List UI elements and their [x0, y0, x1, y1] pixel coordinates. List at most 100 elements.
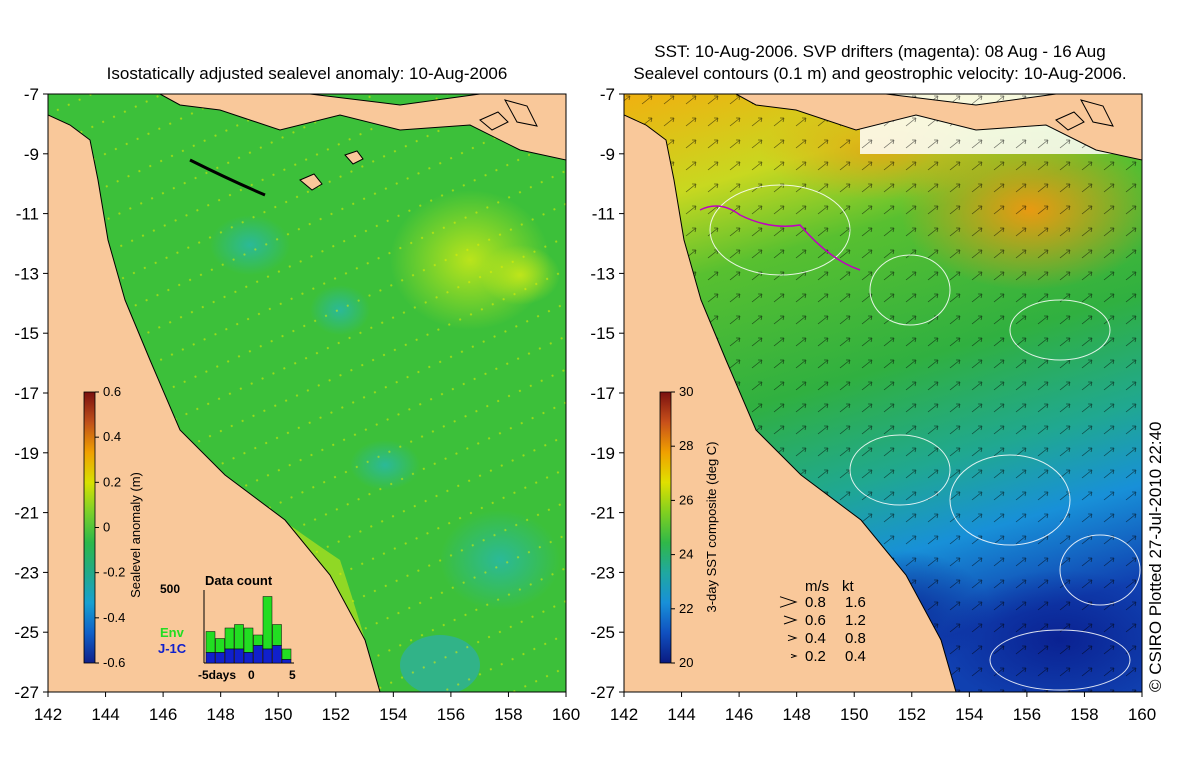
- left-lat-label: -23: [14, 563, 39, 582]
- right-lat-label: -25: [590, 623, 615, 642]
- velocity-legend-header-ms: m/s: [805, 578, 829, 595]
- left-lon-label: 144: [91, 705, 119, 724]
- right-colorbar: 30 28 26 24 22 20 3-day SST composite (deg C): [659, 384, 719, 670]
- right-lat-label: -21: [590, 504, 615, 523]
- data-count-inset: Data count 500 -5days 0 5 Env J-1C: [158, 573, 296, 682]
- sla-colorbar-ramp: [83, 391, 96, 664]
- sla-colorbar-tick-label: 0.4: [103, 429, 121, 444]
- left-lon-label: 158: [494, 705, 522, 724]
- left-lat-label: -21: [14, 504, 39, 523]
- data-count-xlabel-end: 5: [289, 668, 296, 682]
- sla-colorbar-tick-label: 0: [103, 520, 110, 535]
- sla-colorbar-label: Sealevel anomaly (m): [128, 472, 143, 598]
- data-count-bar-j1c: [205, 652, 216, 664]
- velocity-legend-kt: 1.6: [845, 594, 866, 611]
- data-count-bar-j1c: [253, 645, 263, 664]
- sst-colorbar-tick-label: 28: [679, 438, 693, 453]
- left-lat-label: -27: [14, 683, 39, 702]
- left-map-title: Isostatically adjusted sealevel anomaly:…: [106, 64, 508, 83]
- velocity-legend-ms: 0.6: [805, 612, 826, 629]
- left-lat-label: -11: [16, 205, 39, 224]
- data-count-bar-env: [281, 648, 292, 660]
- velocity-legend-header-kt: kt: [842, 578, 855, 595]
- sla-colorbar-tick-label: 0.6: [103, 384, 121, 399]
- right-lat-label: -19: [590, 444, 615, 463]
- right-map-title-line2: Sealevel contours (0.1 m) and geostrophi…: [633, 64, 1127, 83]
- right-lon-label: 150: [840, 705, 868, 724]
- sla-colorbar-tick-label: -0.6: [103, 655, 125, 670]
- sla-colorbar-tick-label: -0.4: [103, 610, 125, 625]
- right-map: [624, 94, 1142, 692]
- map-axes: -7 -9 -11 -13 -15 -17 -19 -21 -23 -25 -27 142 144 146…: [14, 85, 1156, 724]
- velocity-legend: m/s kt 0.8 1.60.6 1.20.4 0.80.2 0.4: [779, 578, 866, 665]
- left-lon-label: 154: [379, 705, 407, 724]
- legend-j1c: J-1C: [158, 641, 187, 656]
- sst-colorbar-tick-label: 30: [679, 384, 693, 399]
- left-colorbar: 0.6 0.4 0.2 0 -0.2 -0.4 -0.6 Sealevel anomaly …: [83, 384, 143, 670]
- legend-env: Env: [160, 625, 185, 640]
- data-count-ymax: 500: [160, 582, 180, 596]
- left-map: [48, 94, 566, 692]
- right-lat-label: -17: [590, 384, 615, 403]
- left-lon-label: 142: [34, 705, 62, 724]
- right-lat-label: -27: [590, 683, 615, 702]
- australia-land-right: [624, 94, 957, 692]
- sst-colorbar-tick-label: 26: [679, 492, 693, 507]
- velocity-legend-ms: 0.4: [805, 630, 826, 647]
- sst-colorbar-label: 3-day SST composite (deg C): [704, 442, 719, 613]
- left-lat-label: -19: [14, 444, 39, 463]
- islands-left: [189, 158, 266, 197]
- svp-drifter-tracks: [699, 205, 861, 271]
- papua-land-left: [159, 94, 566, 161]
- left-lat-label: -15: [14, 324, 39, 343]
- papua-land-right: [735, 94, 1142, 161]
- right-lat-label: -11: [592, 205, 615, 224]
- right-lat-label: -13: [590, 264, 615, 283]
- velocity-legend-ms: 0.8: [805, 594, 826, 611]
- sst-colorbar-tick-label: 20: [679, 655, 693, 670]
- left-lon-label: 148: [206, 705, 234, 724]
- velocity-arrow-icon: [783, 615, 798, 625]
- sst-colorbar-ticks: 30 28 26 24 22 20: [671, 384, 693, 670]
- data-count-xlabel-zero: 0: [248, 668, 255, 682]
- data-count-bar-env: [205, 631, 216, 653]
- data-count-bars: [205, 596, 292, 664]
- small-islands-left: [299, 99, 538, 191]
- velocity-legend-ms: 0.2: [805, 648, 826, 665]
- left-lon-label: 146: [149, 705, 177, 724]
- right-lon-label: 156: [1013, 705, 1041, 724]
- sla-colorbar-tick-label: 0.2: [103, 474, 121, 489]
- velocity-legend-kt: 0.8: [845, 630, 866, 647]
- right-lat-label: -15: [590, 324, 615, 343]
- plot-credit: © CSIRO Plotted 27-Jul-2010 22:40: [1146, 421, 1165, 692]
- right-lat-label: -7: [600, 85, 615, 104]
- data-count-bar-j1c: [215, 652, 225, 664]
- data-count-bar-env: [243, 627, 254, 653]
- right-map-title-line1: SST: 10-Aug-2006. SVP drifters (magenta)…: [654, 42, 1106, 61]
- velocity-legend-kt: 1.2: [845, 612, 866, 629]
- left-lat-label: -9: [24, 145, 39, 164]
- right-lon-label: 160: [1128, 705, 1156, 724]
- left-lat-label: -13: [14, 264, 39, 283]
- left-lat-label: -17: [14, 384, 39, 403]
- sst-colorbar-tick-label: 24: [679, 547, 693, 562]
- right-lon-label: 146: [725, 705, 753, 724]
- left-lat-label: -7: [24, 85, 39, 104]
- right-lon-label: 142: [610, 705, 638, 724]
- data-count-bar-env: [253, 634, 263, 646]
- data-count-bar-env: [272, 624, 282, 646]
- data-count-bar-j1c: [272, 645, 282, 664]
- australia-land-left: [48, 94, 381, 692]
- sst-colorbar-ramp: [659, 391, 672, 664]
- data-count-bar-j1c: [243, 652, 254, 664]
- data-count-xlabel-start: -5days: [198, 668, 236, 682]
- data-count-bar-j1c: [262, 648, 273, 664]
- sla-colorbar-tick-label: -0.2: [103, 565, 125, 580]
- sealevel-contours: [709, 184, 1141, 691]
- right-lon-label: 154: [955, 705, 983, 724]
- right-lon-label: 148: [782, 705, 810, 724]
- data-count-title: Data count: [205, 573, 273, 588]
- data-count-bar-env: [224, 627, 235, 650]
- right-lon-label: 144: [667, 705, 695, 724]
